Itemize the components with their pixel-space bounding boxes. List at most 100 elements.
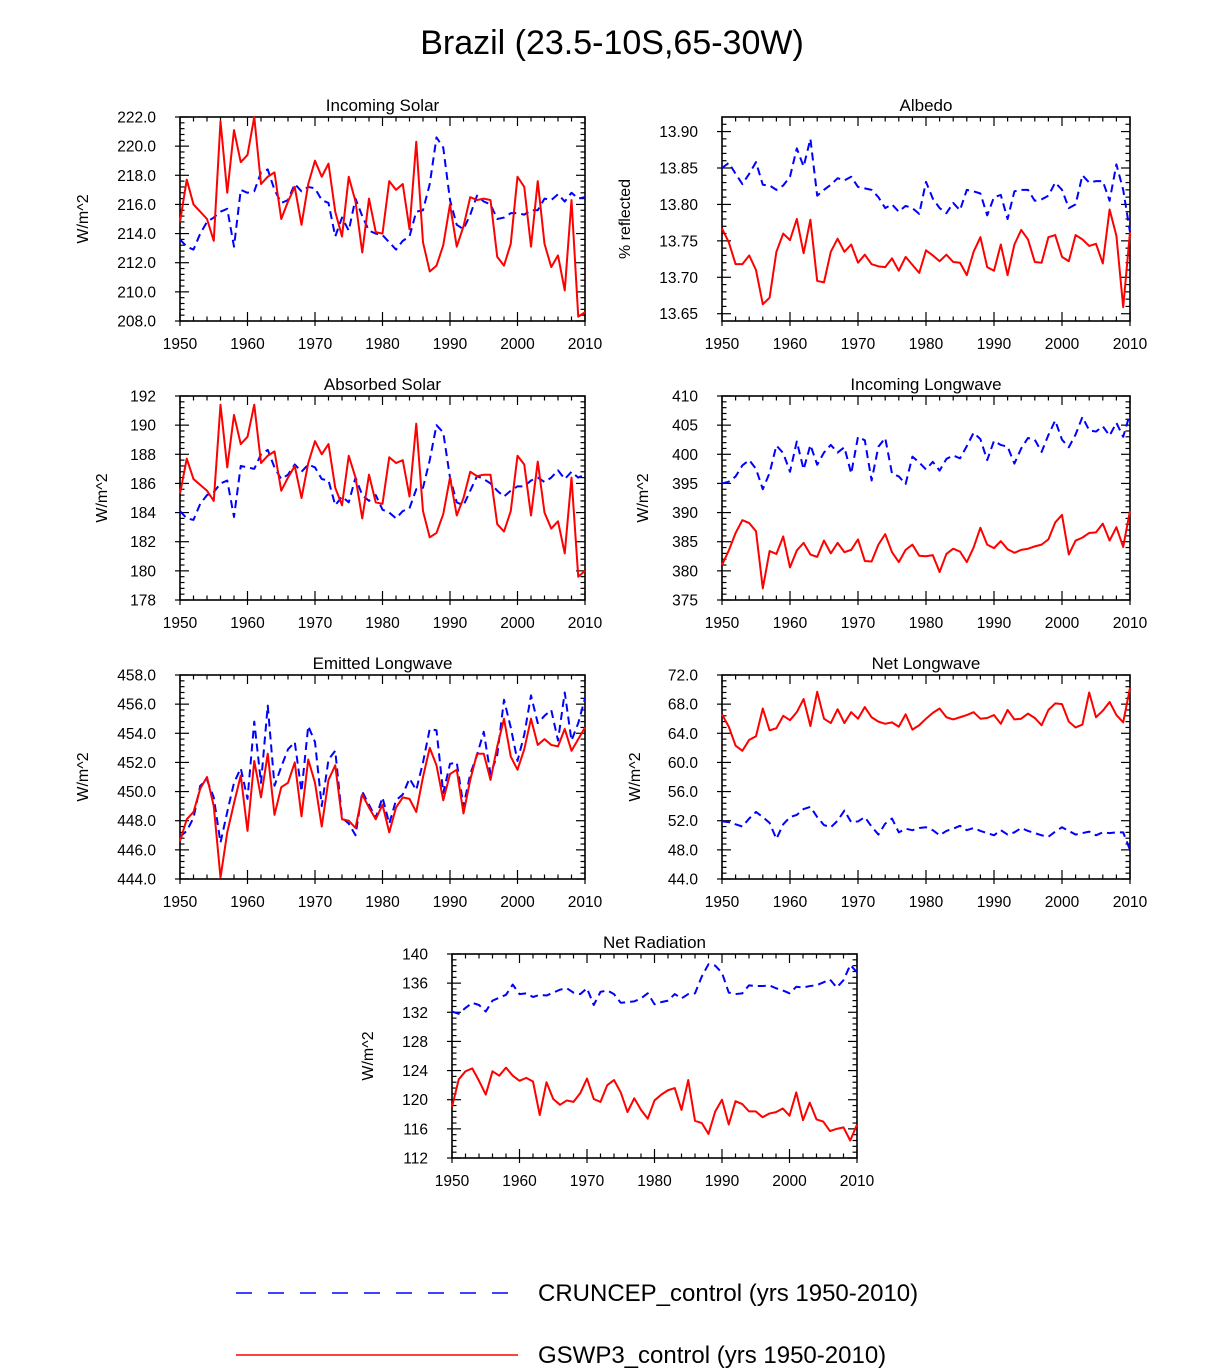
incoming-solar-xtick-label: 2010 — [568, 336, 603, 353]
net-longwave-ytick-label: 72.0 — [668, 668, 699, 685]
incoming-solar-title: Incoming Solar — [326, 96, 440, 115]
incoming-longwave-frame — [721, 395, 1131, 601]
net-radiation-xtick-label: 1980 — [637, 1173, 672, 1190]
absorbed-solar-xtick-label: 2010 — [568, 615, 603, 632]
panel-emitted-longwave: Emitted Longwave W/m^2 1950 1960 1970 1980 199… — [75, 654, 603, 911]
net-radiation-ytick-label: 116 — [403, 1121, 428, 1138]
absorbed-solar-ytick-label: 188 — [130, 447, 156, 464]
emitted-longwave-ytick-label: 446.0 — [117, 842, 156, 859]
absorbed-solar-xtick-label: 1960 — [230, 615, 265, 632]
albedo-ytick-label: 13.75 — [659, 233, 698, 250]
emitted-longwave-ytick-label: 448.0 — [117, 813, 156, 830]
albedo-series-cruncep-control — [721, 137, 1131, 233]
incoming-longwave-ylabel: W/m^2 — [635, 473, 652, 522]
absorbed-solar-xtick-label: 1980 — [365, 615, 400, 632]
incoming-solar-ticks — [175, 116, 586, 326]
incoming-longwave-ytick-label: 410 — [672, 389, 698, 406]
absorbed-solar-ytick-label: 180 — [130, 563, 156, 580]
net-longwave-frame — [721, 674, 1131, 880]
albedo-xtick-label: 1980 — [909, 336, 944, 353]
albedo-ticks — [717, 117, 1131, 326]
emitted-longwave-xtick-label: 2000 — [500, 894, 535, 911]
emitted-longwave-xtick-label: 1960 — [230, 894, 265, 911]
absorbed-solar-ytick-label: 192 — [130, 389, 156, 406]
net-radiation-xtick-label: 1970 — [570, 1173, 605, 1190]
net-longwave-ylabel: W/m^2 — [627, 752, 644, 801]
incoming-solar-ytick-label: 212.0 — [117, 255, 156, 272]
emitted-longwave-xtick-label: 1990 — [433, 894, 468, 911]
incoming-solar-xtick-label: 1980 — [365, 336, 400, 353]
emitted-longwave-ytick-label: 450.0 — [117, 784, 156, 801]
net-longwave-xtick-label: 1980 — [909, 894, 944, 911]
net-radiation-xtick-label: 1950 — [435, 1173, 470, 1190]
emitted-longwave-ticks — [175, 674, 586, 884]
absorbed-solar-xtick-label: 1950 — [163, 615, 198, 632]
net-longwave-ytick-label: 48.0 — [668, 842, 699, 859]
net-longwave-ytick-label: 64.0 — [668, 726, 699, 743]
incoming-solar-ylabel: W/m^2 — [75, 194, 92, 243]
incoming-solar-frame — [179, 116, 586, 322]
absorbed-solar-ytick-label: 190 — [130, 418, 156, 435]
emitted-longwave-series-cruncep-control — [179, 691, 586, 844]
absorbed-solar-ytick-label: 182 — [130, 534, 156, 551]
net-longwave-title: Net Longwave — [872, 654, 981, 673]
albedo-xtick-label: 2000 — [1045, 336, 1080, 353]
net-radiation-series-gswp3-control — [451, 1066, 858, 1142]
incoming-solar-ytick-label: 220.0 — [117, 139, 156, 156]
emitted-longwave-ytick-label: 444.0 — [117, 872, 156, 889]
albedo-xtick-label: 1950 — [705, 336, 740, 353]
incoming-longwave-ytick-label: 380 — [672, 563, 698, 580]
net-longwave-xtick-label: 1950 — [705, 894, 740, 911]
albedo-ylabel: % reflected — [617, 179, 634, 259]
incoming-solar-ytick-label: 216.0 — [117, 197, 156, 214]
net-radiation-ytick-label: 120 — [402, 1092, 428, 1109]
emitted-longwave-xtick-label: 1970 — [298, 894, 333, 911]
incoming-solar-xtick-label: 1950 — [163, 336, 198, 353]
net-longwave-ytick-label: 68.0 — [668, 697, 699, 714]
net-radiation-ticks — [447, 953, 858, 1163]
net-radiation-series-cruncep-control — [451, 963, 858, 1015]
albedo-ytick-label: 13.65 — [659, 306, 698, 323]
incoming-longwave-ytick-label: 390 — [672, 505, 698, 522]
net-longwave-series-gswp3-control — [721, 687, 1131, 752]
incoming-longwave-xtick-label: 1960 — [773, 615, 808, 632]
emitted-longwave-title: Emitted Longwave — [313, 654, 453, 673]
incoming-longwave-ytick-label: 400 — [672, 447, 698, 464]
incoming-solar-xtick-label: 1960 — [230, 336, 265, 353]
albedo-frame — [721, 116, 1131, 322]
incoming-longwave-xtick-label: 1980 — [909, 615, 944, 632]
absorbed-solar-xtick-label: 1970 — [298, 615, 333, 632]
incoming-solar-series-cruncep-control — [179, 136, 586, 251]
incoming-longwave-xtick-label: 1950 — [705, 615, 740, 632]
panel-albedo: Albedo % reflected 1950 1960 1970 1980 1990 200… — [617, 96, 1148, 353]
incoming-longwave-xtick-label: 1990 — [977, 615, 1012, 632]
net-radiation-ytick-label: 140 — [402, 947, 428, 964]
net-radiation-xtick-label: 2000 — [772, 1173, 807, 1190]
legend-label-cruncep: CRUNCEP_control (yrs 1950-2010) — [538, 1280, 918, 1307]
net-longwave-xtick-label: 1970 — [841, 894, 876, 911]
albedo-ytick-label: 13.85 — [659, 161, 698, 178]
net-radiation-ytick-label: 136 — [402, 976, 428, 993]
incoming-solar-ytick-label: 218.0 — [117, 168, 156, 185]
net-longwave-xtick-label: 1990 — [977, 894, 1012, 911]
incoming-longwave-ticks — [717, 395, 1131, 605]
net-radiation-xtick-label: 1960 — [502, 1173, 537, 1190]
incoming-longwave-xtick-label: 2000 — [1045, 615, 1080, 632]
absorbed-solar-ytick-label: 178 — [130, 593, 156, 610]
albedo-xtick-label: 2010 — [1113, 336, 1148, 353]
net-radiation-ytick-label: 132 — [402, 1005, 428, 1022]
incoming-solar-xtick-label: 1970 — [298, 336, 333, 353]
net-longwave-ytick-label: 52.0 — [668, 813, 699, 830]
net-longwave-xtick-label: 2000 — [1045, 894, 1080, 911]
absorbed-solar-ylabel: W/m^2 — [94, 473, 111, 522]
incoming-longwave-ytick-label: 405 — [672, 418, 698, 435]
incoming-longwave-title: Incoming Longwave — [850, 375, 1001, 394]
net-radiation-ytick-label: 128 — [402, 1034, 428, 1051]
incoming-longwave-series-gswp3-control — [721, 510, 1131, 590]
emitted-longwave-xtick-label: 1950 — [163, 894, 198, 911]
emitted-longwave-ylabel: W/m^2 — [75, 752, 92, 801]
net-longwave-ticks — [717, 674, 1131, 884]
incoming-longwave-series-cruncep-control — [721, 413, 1131, 491]
albedo-series-gswp3-control — [721, 208, 1131, 309]
